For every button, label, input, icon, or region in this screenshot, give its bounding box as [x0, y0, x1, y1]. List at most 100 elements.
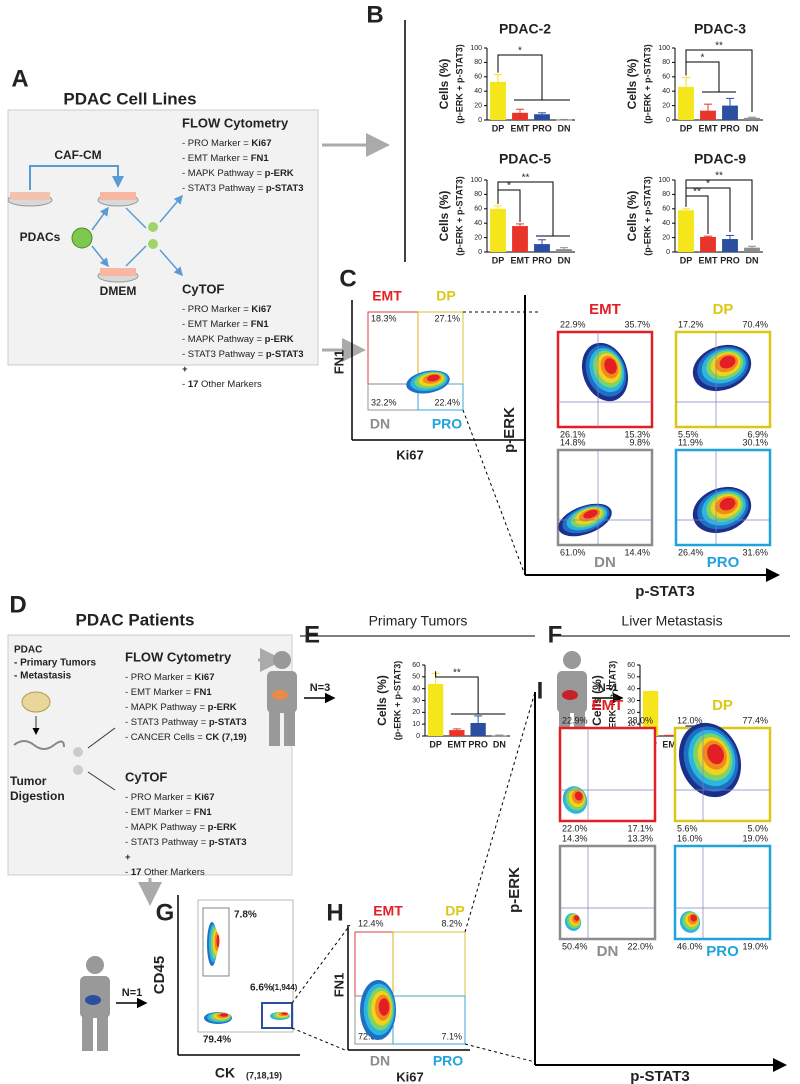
list-item: - CANCER Cells = CK (7,19) [125, 732, 247, 743]
panel-letter: C [339, 265, 356, 292]
y-tick-label: 0 [478, 117, 482, 124]
axis-label: (7,18,19) [246, 1070, 282, 1080]
list-segment: p-ERK [208, 822, 237, 833]
quadrant-percent: 17.1% [627, 823, 653, 833]
y-axis-sublabel: (p-ERK + p-STAT3) [454, 44, 464, 123]
axis-label: CD45 [151, 956, 168, 994]
list-item: - MAPK Pathway = p-ERK [125, 822, 237, 833]
head [563, 651, 581, 669]
y-tick-label: 20 [662, 102, 670, 109]
y-tick-label: 100 [658, 45, 670, 52]
bar [556, 249, 572, 252]
density-contour [281, 1012, 288, 1015]
quadrant-percent: 22.0% [627, 941, 653, 951]
list-item: - MAPK Pathway = p-ERK [182, 168, 294, 179]
label: - Primary Tumors [14, 658, 96, 669]
y-tick-label: 100 [470, 177, 482, 184]
bar [491, 735, 508, 737]
bar [664, 734, 680, 736]
head [273, 651, 291, 669]
significance-bracket [685, 49, 753, 112]
bar [534, 244, 550, 252]
axis-label: Ki67 [396, 447, 423, 462]
error-bar [726, 97, 734, 106]
error-bar [748, 116, 756, 118]
bar [678, 210, 694, 252]
quadrant-percent: 17.2% [678, 319, 704, 329]
gate-title: PRO [707, 554, 740, 571]
label: PDACs [20, 230, 61, 244]
quadrant-percent: 46.0% [677, 941, 703, 951]
quadrant-percent: 14.3% [562, 833, 588, 843]
list-segment: - MAPK Pathway = [125, 702, 208, 713]
label: EMT [373, 903, 403, 919]
y-tick-label: 60 [627, 662, 635, 669]
y-tick-label: 0 [416, 733, 420, 740]
list-item: - STAT3 Pathway = p-STAT3 [125, 837, 247, 848]
list-segment: - STAT3 Pathway = [182, 183, 266, 194]
bar [678, 86, 694, 120]
list-item: - PRO Marker = Ki67 [182, 138, 272, 149]
y-tick-label: 40 [662, 88, 670, 95]
list-item: - EMT Marker = FN1 [125, 687, 212, 698]
x-tick-label: DP [492, 255, 505, 265]
label: DP [436, 288, 455, 304]
tumor [562, 690, 578, 700]
chart-title: Primary Tumors [369, 613, 468, 629]
quadrant-percent: 5.0% [747, 823, 768, 833]
zoom-line [462, 311, 540, 576]
gate-title: DP [713, 301, 734, 318]
x-tick-label: DN [558, 255, 571, 265]
density-contour [719, 497, 736, 511]
density-blob [679, 911, 701, 933]
quadrant-percent: 5.5% [678, 429, 699, 439]
list-segment: Ki67 [251, 138, 271, 149]
list-segment: - MAPK Pathway = [182, 334, 265, 345]
density-blob [692, 344, 752, 392]
error-bar [516, 108, 524, 113]
list-segment: 17 [188, 379, 199, 390]
bar [490, 208, 506, 252]
list-item: - STAT3 Pathway = p-STAT3 [182, 183, 304, 194]
error-bar [538, 239, 546, 245]
error-bar [560, 247, 568, 250]
significance-bracket [685, 179, 753, 240]
x-tick-label: DN [746, 123, 759, 133]
quadrant-percent: 18.3% [371, 313, 397, 323]
list-segment: - PRO Marker = [182, 138, 251, 149]
significance-label: ** [522, 173, 530, 184]
list-segment: CK (7,19) [206, 732, 247, 743]
quadrant-percent: 77.4% [742, 715, 768, 725]
tumor [272, 690, 288, 700]
y-tick-label: 80 [474, 59, 482, 66]
y-tick-label: 60 [662, 74, 670, 81]
significance-bracket [497, 54, 570, 101]
label: Digestion [10, 789, 65, 803]
panel-a-box [7, 109, 319, 366]
significance-label: ** [453, 668, 461, 679]
error-bar [516, 223, 524, 227]
label: Tumor [10, 774, 47, 788]
list-segment: FN1 [194, 687, 213, 698]
y-axis-label: Cells (%) [625, 191, 639, 242]
label: DN [370, 1053, 390, 1069]
label: DP [445, 903, 464, 919]
gate-title: DN [594, 554, 616, 571]
list-segment: FN1 [251, 153, 270, 164]
list-item: - EMT Marker = FN1 [182, 153, 269, 164]
list-segment: FN1 [194, 807, 213, 818]
x-tick-label: EMT [511, 255, 531, 265]
list-segment: Ki67 [251, 304, 271, 315]
quadrant-percent: 50.4% [562, 941, 588, 951]
panel-letter: H [326, 899, 343, 926]
list-segment: - STAT3 Pathway = [125, 837, 209, 848]
error-bar [704, 103, 712, 111]
quadrant-percent: 19.0% [742, 941, 768, 951]
x-tick-label: DN [746, 255, 759, 265]
error-bar [494, 74, 502, 82]
list-segment: Ki67 [194, 792, 214, 803]
person-icon [80, 956, 110, 1051]
quadrant-percent: 7.1% [441, 1031, 462, 1041]
label: CAF-CM [54, 148, 101, 162]
